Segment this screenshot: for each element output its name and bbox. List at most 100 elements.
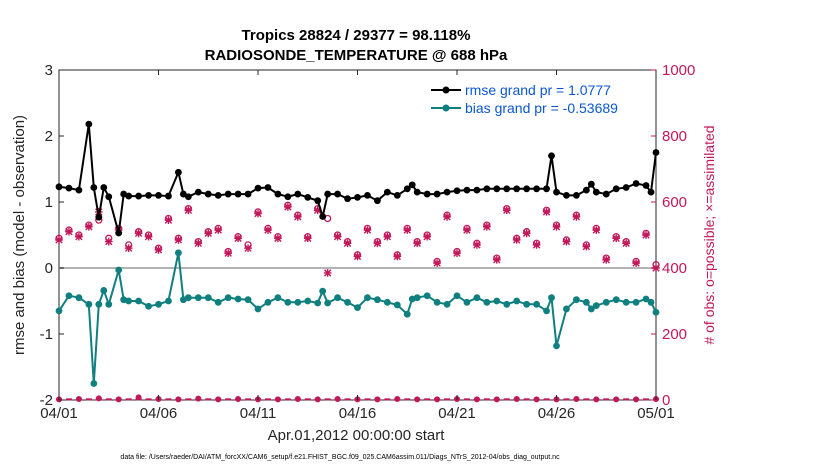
rmse-point [179,190,187,198]
rmse-point [622,184,630,191]
rmse-point [204,190,212,198]
bias-point [214,298,222,306]
bias-point [463,298,471,306]
rmse-point [324,190,332,198]
rmse-point [423,190,431,198]
bias-point [453,292,461,300]
rmse-point [135,192,143,200]
obs-assimilated-point [214,226,223,234]
bias-point [354,304,361,311]
bias-point [622,298,630,306]
bias-point [553,342,560,350]
rmse-point [543,185,550,193]
obs-assimilated-point [562,237,571,246]
bias-point [304,297,312,305]
rmse-point [523,185,531,193]
rmse-point [632,180,640,187]
rmse-point [573,192,580,199]
bias-point [65,292,73,300]
obs-assimilated-point [632,259,640,267]
rmse-point [503,185,511,193]
rmse-point [513,185,521,193]
obs-assimilated-point [542,208,551,216]
rmse-point [493,185,501,193]
x-tick-label: 04/21 [438,405,476,422]
y-tick-label: 3 [45,62,53,79]
rmse-point [65,184,73,192]
bias-point [175,249,182,257]
bias-point [473,294,481,302]
obs-assimilated-point [483,222,491,231]
obs-assimilated-point [383,232,392,241]
bias-point [433,298,441,306]
rmse-point [582,186,590,194]
bias-point [115,266,123,274]
bias-point [503,300,511,308]
legend-bias-label: bias grand pr = -0.53689 [465,100,618,116]
rmse-point [642,182,650,189]
bias-point [443,300,451,308]
bias-point [393,301,401,309]
rmse-point [652,149,660,156]
bias-point [573,296,580,304]
rmse-point [304,193,312,201]
bias-point [184,294,192,302]
bias-point [264,298,272,306]
y-right-tick-label: 400 [662,260,687,277]
y-tick-label: 2 [45,128,53,145]
bias-point [513,297,521,305]
rmse-point [224,190,232,198]
y-right-tick-label: 800 [662,128,687,145]
rmse-point [393,192,401,199]
bias-point [254,305,262,313]
bias-point [224,294,232,302]
obs-assimilated-point [194,239,203,248]
bias-point [543,307,550,315]
rmse-point [254,184,262,192]
rmse-point [592,188,600,196]
obs-assimilated-point [353,252,362,261]
bias-point [563,305,570,313]
obs-assimilated-point [303,234,312,243]
obs-assimilated-point [363,226,372,234]
y-right-tick-label: 200 [662,326,687,343]
y-right-tick-label: 0 [662,392,670,409]
rmse-point [90,184,98,191]
rmse-point [244,190,252,198]
rmse-point [383,188,391,196]
obs-assimilated-point [154,246,163,254]
bias-point [90,380,98,387]
legend: rmse grand pr = 1.0777 bias grand pr = -… [428,80,651,118]
bias-point [592,302,600,310]
bias-point [324,299,332,307]
obs-assimilated-point [642,231,650,239]
obs-assimilated-point [512,236,521,244]
bias-point [632,298,640,306]
obs-assimilated-point [413,239,422,248]
obs-assimilated-point [264,226,272,234]
bias-point [85,300,93,308]
x-tick-label: 04/06 [140,405,178,422]
rmse-point [533,185,540,193]
rmse-point [125,192,133,200]
bias-point [194,294,202,302]
bias-point [75,294,83,302]
bias-point [244,296,252,304]
obs-assimilated-point [284,203,292,211]
rmse-point [184,193,192,201]
obs-assimilated-point [55,236,63,244]
rmse-point [587,180,595,188]
x-tick-label: 04/16 [339,405,377,422]
rmse-line [58,123,657,234]
rmse-point [165,192,172,200]
obs-assimilated-point [453,249,461,257]
bias-point [234,295,242,303]
obs-assimilated-point [433,259,441,267]
obs-assimilated-point [293,213,302,221]
obs-assimilated-point [244,244,252,253]
obs-assimilated-point [184,206,193,215]
rmse-point [344,195,351,203]
data-marks [55,120,660,403]
bias-point [334,294,341,302]
